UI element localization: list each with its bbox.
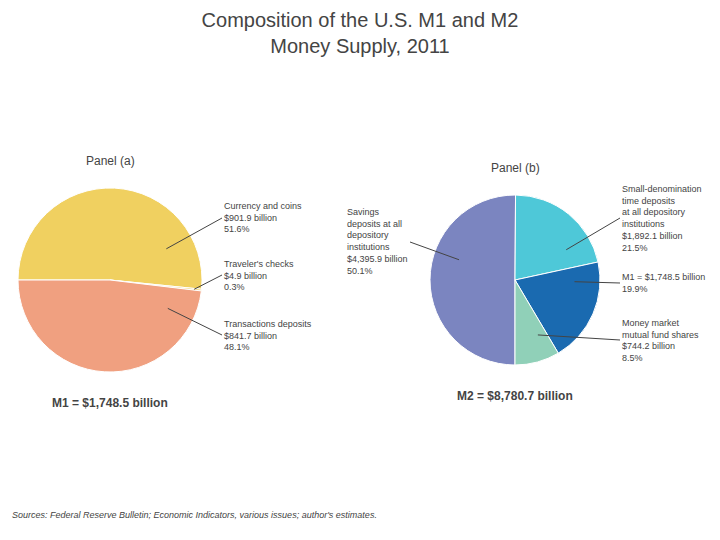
svg-text:Transactions deposits$841.7 bi: Transactions deposits$841.7 billion48.1% bbox=[224, 319, 312, 352]
svg-text:Currency and coins$901.9 billi: Currency and coins$901.9 billion51.6% bbox=[224, 201, 302, 234]
svg-text:M1 = $1,748.5 billion: M1 = $1,748.5 billion bbox=[52, 396, 168, 410]
svg-text:Traveler's checks$4.9 billion0: Traveler's checks$4.9 billion0.3% bbox=[224, 259, 294, 292]
svg-text:Sources: Federal Reserve Bulle: Sources: Federal Reserve Bulletin; Econo… bbox=[12, 510, 377, 520]
svg-text:Money marketmutual fund shares: Money marketmutual fund shares$744.2 bil… bbox=[622, 318, 699, 363]
svg-text:M1 = $1,748.5 billion19.9%: M1 = $1,748.5 billion19.9% bbox=[622, 272, 705, 294]
svg-text:M2 = $8,780.7 billion: M2 = $8,780.7 billion bbox=[457, 389, 573, 403]
svg-text:Composition of the U.S. M1 and: Composition of the U.S. M1 and M2Money S… bbox=[202, 9, 519, 57]
svg-text:Savingsdeposits at alldeposito: Savingsdeposits at alldepositoryinstitut… bbox=[347, 207, 408, 276]
svg-text:Panel (b): Panel (b) bbox=[491, 161, 540, 175]
svg-text:Small-denominationtime deposit: Small-denominationtime depositsat all de… bbox=[622, 184, 702, 253]
svg-text:Panel (a): Panel (a) bbox=[86, 154, 135, 168]
